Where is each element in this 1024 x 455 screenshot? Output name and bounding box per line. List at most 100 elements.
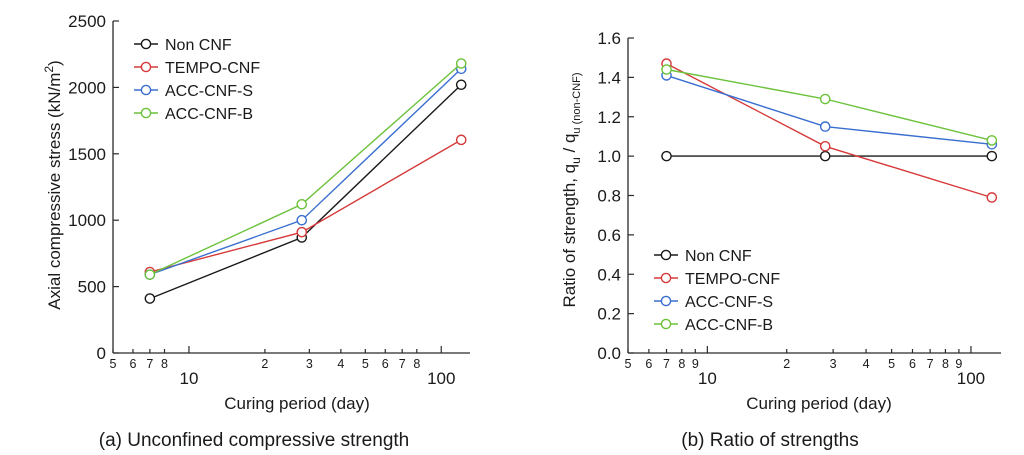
- chart-b-legend-label-acc-cnf-b: ACC-CNF-B: [685, 317, 773, 334]
- chart-b-y-tick-label: 0.4: [597, 265, 621, 284]
- chart-b-legend-marker-acc-cnf-s: [660, 295, 672, 307]
- chart-b-point-acc-cnf-b: [661, 64, 672, 75]
- chart-a-y-axis-label-sup: 2: [42, 66, 56, 73]
- chart-b-x-axis-label: Curing period (day): [746, 394, 892, 413]
- chart-a-point-acc-cnf-b: [296, 198, 308, 210]
- chart-a-y-tick-label: 500: [78, 278, 106, 297]
- chart-a-legend-marker-acc-cnf-b: [140, 107, 152, 119]
- chart-a-point-tempo-cnf: [296, 226, 308, 238]
- chart-a-point-non-cnf: [455, 79, 467, 91]
- chart-b-x-minor-tick-label: 4: [863, 357, 870, 371]
- chart-a-y-tick-label: 2500: [68, 12, 106, 31]
- chart-b-point-acc-cnf-b: [819, 93, 831, 105]
- chart-b-x-minor-tick-label: 9: [955, 357, 962, 371]
- chart-a-legend-marker-tempo-cnf: [140, 61, 152, 73]
- chart-b-y-axis-label-mid: / q: [560, 134, 579, 158]
- chart-b-y-tick-label: 0.0: [597, 344, 621, 363]
- chart-b-y-tick-label: 1.6: [597, 29, 621, 48]
- chart-a-y-tick-label: 2000: [68, 78, 106, 97]
- chart-b-x-minor-tick-label: 6: [645, 357, 652, 371]
- chart-b-point-non-cnf: [819, 150, 831, 162]
- chart-a-x-minor-tick-label: 6: [130, 357, 137, 371]
- chart-b-y-axis-label-sub1: u: [569, 157, 583, 164]
- chart-b-x-major-tick-label: 10: [698, 369, 717, 388]
- chart-a-x-minor-tick-label: 5: [110, 357, 117, 371]
- chart-a-x-minor-tick-label: 8: [413, 357, 420, 371]
- chart-a-caption: (a) Unconfined compressive strength: [99, 430, 409, 451]
- chart-b-y-tick-label: 0.8: [597, 187, 621, 206]
- chart-a-x-major-tick-label: 10: [179, 369, 198, 388]
- chart-a-axes: [112, 21, 470, 354]
- chart-a-point-acc-cnf-b: [455, 58, 467, 69]
- chart-a-legend-label-acc-cnf-b: ACC-CNF-B: [165, 106, 253, 123]
- chart-b-x-major-tick-label: 100: [957, 369, 985, 388]
- chart-a-y-axis-label-close: ): [45, 60, 64, 66]
- chart-a-x-minor-tick-label: 2: [261, 357, 268, 371]
- chart-a-point-tempo-cnf: [455, 134, 467, 146]
- chart-b-caption: (b) Ratio of strengths: [681, 430, 858, 451]
- chart-a-legend-label-acc-cnf-s: ACC-CNF-S: [165, 83, 253, 100]
- chart-b-legend-marker-non-cnf: [660, 249, 672, 261]
- chart-b-legend: Non CNF TEMPO-CNF ACC-CNF-S ACC-CNF-B: [654, 248, 780, 334]
- chart-a-legend-label-tempo-cnf: TEMPO-CNF: [165, 60, 260, 77]
- chart-b-x-minor-tick-label: 8: [678, 357, 685, 371]
- chart-b-y-tick-label: 0.6: [597, 226, 621, 245]
- chart-a-point-acc-cnf-b: [144, 269, 156, 280]
- chart-b-x-minor-tick-label: 5: [888, 357, 895, 371]
- chart-b-axes: [627, 38, 1001, 354]
- chart-a-legend-marker-non-cnf: [140, 38, 152, 50]
- chart-b-point-tempo-cnf: [986, 192, 998, 203]
- chart-a-x-minor-tick-label: 4: [337, 357, 344, 371]
- chart-b-series-line-tempo-cnf: [666, 62, 993, 199]
- chart-a-y-tick-label: 0: [97, 344, 106, 363]
- chart-b-x-minor-tick-label: 9: [692, 357, 699, 371]
- chart-b-x-minor-tick-label: 2: [783, 357, 790, 371]
- chart-a-x-minor-tick-label: 7: [146, 357, 153, 371]
- chart-a-x-axis-label: Curing period (day): [224, 394, 370, 413]
- chart-a-y-axis-label-main: Axial compressive stress (kN/m: [45, 73, 64, 310]
- chart-a-point-acc-cnf-s: [296, 214, 308, 226]
- chart-b-y-tick-label: 1.0: [597, 147, 621, 166]
- chart-a-legend: Non CNF TEMPO-CNF ACC-CNF-S ACC-CNF-B: [134, 37, 260, 123]
- chart-b-x-minor-tick-label: 7: [663, 357, 670, 371]
- chart-b-y-tick-label: 1.4: [597, 68, 621, 87]
- chart-b-y-tick-label: 0.2: [597, 305, 621, 324]
- chart-a-y-tick-label: 1000: [68, 211, 106, 230]
- chart-b-point-acc-cnf-b: [986, 135, 998, 146]
- chart-a-x-minor-tick-label: 6: [382, 357, 389, 371]
- chart-b-x-minor-tick-label: 7: [927, 357, 934, 371]
- chart-a-legend-marker-acc-cnf-s: [140, 84, 152, 96]
- chart-a-x-minor-tick-label: 3: [306, 357, 313, 371]
- chart-b-point-acc-cnf-s: [819, 121, 831, 132]
- chart-a-x-major-tick-label: 100: [427, 369, 455, 388]
- chart-b-series: [661, 58, 998, 203]
- chart-b-legend-label-acc-cnf-s: ACC-CNF-S: [685, 294, 773, 311]
- chart-b-y-tick-label: 1.2: [597, 108, 621, 127]
- chart-b-legend-marker-acc-cnf-b: [660, 318, 672, 330]
- chart-b-point-tempo-cnf: [819, 140, 831, 152]
- chart-b-legend-label-tempo-cnf: TEMPO-CNF: [685, 271, 780, 288]
- chart-b-point-non-cnf: [986, 150, 998, 162]
- chart-a-x-minor-tick-label: 5: [362, 357, 369, 371]
- chart-b-x-minor-tick-label: 5: [625, 357, 632, 371]
- chart-b-series-line-acc-cnf-s: [666, 74, 992, 145]
- chart-b-x-minor-tick-label: 8: [942, 357, 949, 371]
- chart-a-y-axis-label: Axial compressive stress (kN/m2): [42, 60, 64, 309]
- chart-b-y-axis-label-main: Ratio of strength, q: [560, 164, 579, 308]
- chart-a-legend-label-non-cnf: Non CNF: [165, 37, 232, 54]
- chart-b-y-axis-label: Ratio of strength, qu / qu (non-CNF): [560, 72, 583, 307]
- chart-a-x-minor-tick-label: 8: [161, 357, 168, 371]
- chart-b-legend-marker-tempo-cnf: [660, 272, 672, 284]
- chart-b-legend-label-non-cnf: Non CNF: [685, 248, 752, 265]
- chart-a-series: [144, 58, 467, 304]
- chart-b-x-minor-tick-label: 3: [830, 357, 837, 371]
- chart-b-y-axis-label-sub2: u (non-CNF): [571, 72, 583, 133]
- chart-a-point-non-cnf: [144, 293, 156, 304]
- chart-a-x-minor-tick-label: 7: [399, 357, 406, 371]
- chart-a-y-tick-label: 1500: [68, 145, 106, 164]
